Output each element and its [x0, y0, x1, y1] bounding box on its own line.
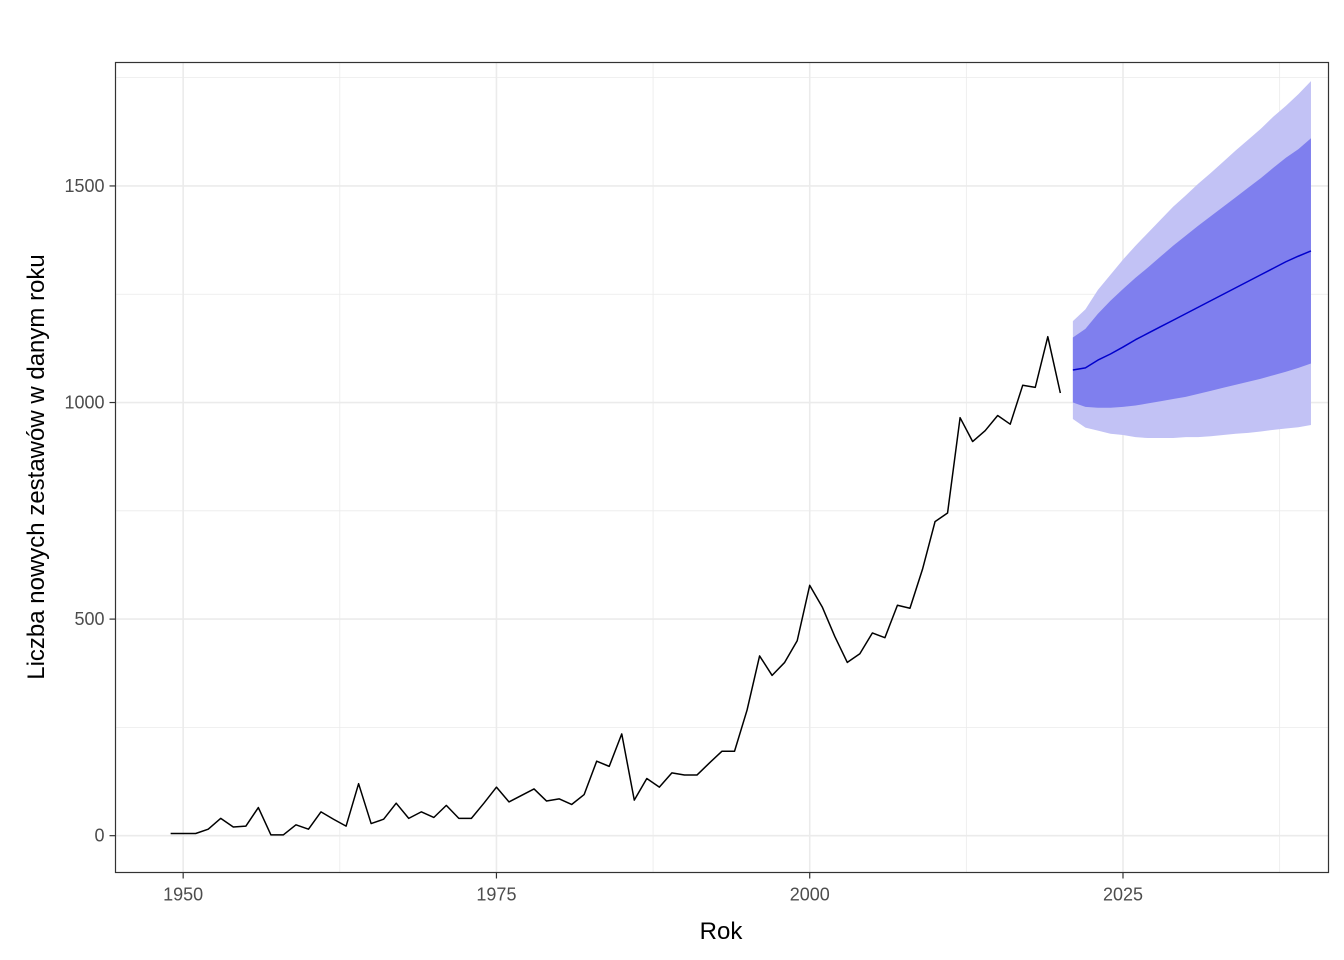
y-tick-label: 500 [74, 609, 104, 629]
y-axis-title: Liczba nowych zestawów w danym roku [23, 254, 50, 680]
x-axis-title: Rok [700, 918, 744, 945]
x-tick-label: 1950 [163, 885, 203, 905]
forecast-line [1072, 250, 1312, 371]
y-tick-label: 1500 [64, 176, 104, 196]
x-tick-label: 2000 [790, 885, 830, 905]
y-tick-label: 1000 [64, 393, 104, 413]
y-tick-label: 0 [94, 826, 104, 846]
x-tick-label: 2025 [1103, 885, 1143, 905]
series-lines [170, 250, 1312, 836]
prediction-bands [1072, 81, 1311, 439]
x-axis: 1950 1975 2000 2025 [163, 872, 1143, 905]
panel-border [114, 61, 1330, 874]
x-tick-label: 1975 [476, 885, 516, 905]
y-axis: 0 500 1000 1500 [64, 176, 116, 846]
history-line [170, 335, 1062, 836]
grid-lines [115, 62, 1329, 873]
prediction-band-80 [1072, 138, 1311, 408]
